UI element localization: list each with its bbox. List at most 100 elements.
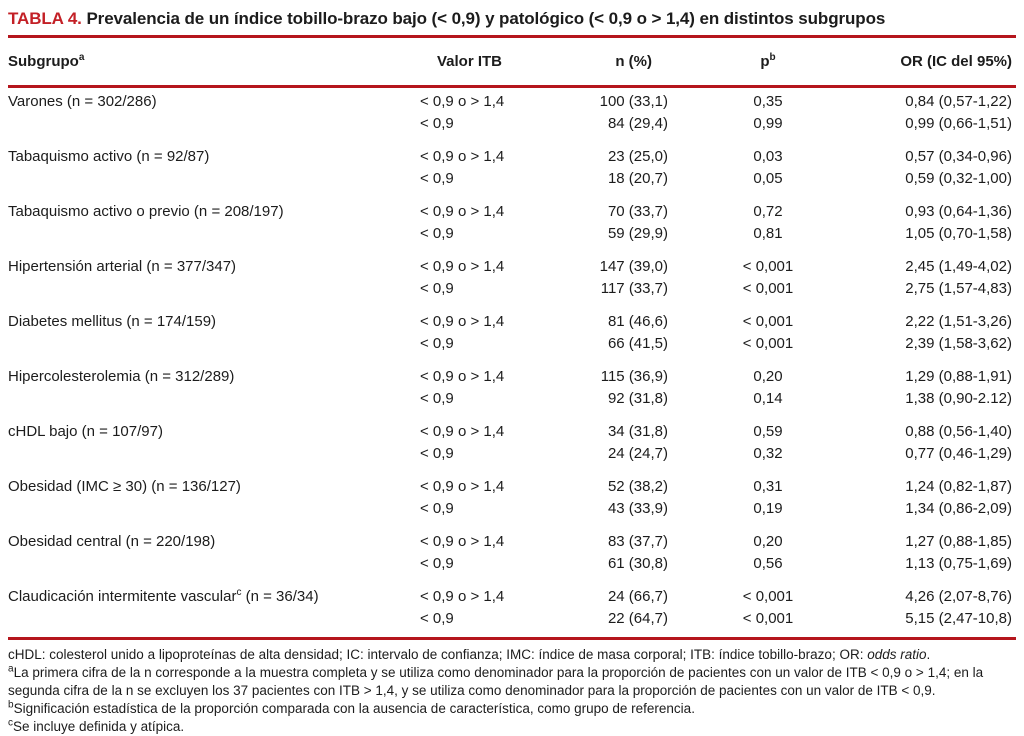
or-ci: 0,77 (0,46-1,29) <box>905 444 1012 462</box>
subgroup-label <box>8 168 420 190</box>
table-row: Tabaquismo activo o previo (n = 208/197)… <box>8 190 1016 223</box>
subgroup-label: Tabaquismo activo (n = 92/87) <box>8 147 210 165</box>
footnote: cSe incluye definida y atípica. <box>8 717 185 734</box>
p-value: 0,20 <box>753 367 783 385</box>
table-caption: Prevalencia de un índice tobillo-brazo b… <box>86 9 886 28</box>
subgroup-footnote-marker: c <box>236 586 242 598</box>
subgroup-label: Hipertensión arterial (n = 377/347) <box>8 257 237 275</box>
subgroup-label <box>8 113 420 135</box>
itb-value: < 0,9 o > 1,4 <box>420 202 505 220</box>
footnote-marker: a <box>8 663 14 674</box>
or-ci: 0,84 (0,57-1,22) <box>905 92 1012 110</box>
or-ci: 0,93 (0,64-1,36) <box>905 202 1012 220</box>
subgroup-label <box>8 223 420 245</box>
p-value: 0,03 <box>753 147 783 165</box>
n-percent: 70 (33,7) <box>607 202 668 220</box>
table-row: Varones (n = 302/286) < 0,9 o > 1,4 100 (3… <box>8 86 1016 113</box>
or-ci: 1,27 (0,88-1,85) <box>905 532 1012 550</box>
subgroup-label <box>8 443 420 465</box>
or-ci: 2,39 (1,58-3,62) <box>905 334 1012 352</box>
p-footnote-marker: b <box>769 51 776 63</box>
subgroup-label <box>8 553 420 575</box>
n-percent: 84 (29,4) <box>607 114 668 132</box>
bottom-rule <box>8 636 1016 640</box>
table-row: Claudicación intermitente vascularc (n =… <box>8 575 1016 608</box>
table-row: Hipercolesterolemia (n = 312/289) < 0,9 o… <box>8 355 1016 388</box>
table-row: < 0,9 24 (24,7) 0,32 0,77 (0,46-1,29) <box>8 443 1016 465</box>
p-value: < 0,001 <box>742 279 794 297</box>
n-percent: 18 (20,7) <box>607 169 668 187</box>
table-row: < 0,9 61 (30,8) 0,56 1,13 (0,75-1,69) <box>8 553 1016 575</box>
footnote-marker: c <box>8 717 13 728</box>
table-header: Subgrupoa Valor ITB n (%) pb OR (IC del … <box>8 38 1016 88</box>
n-percent: 83 (37,7) <box>607 532 668 550</box>
header-itb-value: Valor ITB <box>420 38 528 88</box>
or-ci: 1,29 (0,88-1,91) <box>905 367 1012 385</box>
itb-value: < 0,9 <box>420 114 454 132</box>
table-row: < 0,9 84 (29,4) 0,99 0,99 (0,66-1,51) <box>8 113 1016 135</box>
itb-value: < 0,9 <box>420 609 454 627</box>
table-row: < 0,9 117 (33,7) < 0,001 2,75 (1,57-4,83) <box>8 278 1016 300</box>
n-percent: 34 (31,8) <box>607 422 668 440</box>
n-percent: 52 (38,2) <box>607 477 668 495</box>
p-value: 0,19 <box>753 499 783 517</box>
itb-value: < 0,9 <box>420 389 454 407</box>
table-title: TABLA 4. Prevalencia de un índice tobill… <box>8 8 1016 30</box>
or-ci: 0,57 (0,34-0,96) <box>905 147 1012 165</box>
n-percent: 43 (33,9) <box>607 499 668 517</box>
p-value: 0,32 <box>753 444 783 462</box>
p-value: < 0,001 <box>742 609 794 627</box>
footnote: aLa primera cifra de la n corresponde a … <box>8 663 984 698</box>
n-percent: 23 (25,0) <box>607 147 668 165</box>
n-percent: 24 (24,7) <box>607 444 668 462</box>
n-percent: 115 (36,9) <box>600 367 668 385</box>
itb-value: < 0,9 <box>420 334 454 352</box>
or-ci: 1,24 (0,82-1,87) <box>905 477 1012 495</box>
p-value: 0,35 <box>753 92 783 110</box>
header-subgroup: Subgrupoa <box>8 38 420 88</box>
itb-value: < 0,9 o > 1,4 <box>420 367 505 385</box>
p-value: 0,56 <box>753 554 783 572</box>
p-value: < 0,001 <box>742 334 794 352</box>
table-row: Hipertensión arterial (n = 377/347) < 0,9… <box>8 245 1016 278</box>
footnote-marker: b <box>8 699 14 710</box>
subgroup-label: Tabaquismo activo o previo (n = 208/197) <box>8 202 284 220</box>
or-ci: 1,13 (0,75-1,69) <box>905 554 1012 572</box>
p-value: 0,14 <box>753 389 783 407</box>
itb-value: < 0,9 <box>420 554 454 572</box>
n-percent: 100 (33,1) <box>599 92 668 110</box>
subgroup-label: Obesidad (IMC ≥ 30) (n = 136/127) <box>8 477 241 495</box>
itb-value: < 0,9 o > 1,4 <box>420 477 505 495</box>
footnotes: cHDL: colesterol unido a lipoproteínas d… <box>8 640 1016 736</box>
or-ci: 1,38 (0,90-2.12) <box>905 389 1012 407</box>
subgroup-footnote-marker: a <box>78 51 85 63</box>
p-value: 0,99 <box>753 114 783 132</box>
itb-value: < 0,9 <box>420 169 454 187</box>
table-row: < 0,9 66 (41,5) < 0,001 2,39 (1,58-3,62) <box>8 333 1016 355</box>
table-row: < 0,9 18 (20,7) 0,05 0,59 (0,32-1,00) <box>8 168 1016 190</box>
n-percent: 81 (46,6) <box>607 312 668 330</box>
table-row: < 0,9 92 (31,8) 0,14 1,38 (0,90-2.12) <box>8 388 1016 410</box>
table-number: TABLA 4. <box>8 9 82 28</box>
p-value: 0,31 <box>753 477 783 495</box>
subgroup-label <box>8 388 420 410</box>
p-value: 0,05 <box>753 169 783 187</box>
footnote: cHDL: colesterol unido a lipoproteínas d… <box>8 646 931 662</box>
itb-value: < 0,9 o > 1,4 <box>420 147 505 165</box>
subgroup-label: cHDL bajo (n = 107/97) <box>8 422 163 440</box>
header-p-value: pb <box>670 38 866 88</box>
subgroup-label <box>8 333 420 355</box>
subgroup-label: Diabetes mellitus (n = 174/159) <box>8 312 217 330</box>
itb-value: < 0,9 <box>420 444 454 462</box>
table-row: cHDL bajo (n = 107/97) < 0,9 o > 1,4 34 (3… <box>8 410 1016 443</box>
or-ci: 1,05 (0,70-1,58) <box>905 224 1012 242</box>
table-row: Obesidad (IMC ≥ 30) (n = 136/127) < 0,9 o… <box>8 465 1016 498</box>
or-ci: 1,34 (0,86-2,09) <box>905 499 1012 517</box>
subgroup-label: Obesidad central (n = 220/198) <box>8 532 216 550</box>
or-ci: 5,15 (2,47-10,8) <box>905 609 1012 627</box>
n-percent: 24 (66,7) <box>607 587 668 605</box>
or-ci: 2,22 (1,51-3,26) <box>905 312 1012 330</box>
itb-value: < 0,9 <box>420 224 454 242</box>
subgroup-label <box>8 498 420 520</box>
n-percent: 66 (41,5) <box>607 334 668 352</box>
